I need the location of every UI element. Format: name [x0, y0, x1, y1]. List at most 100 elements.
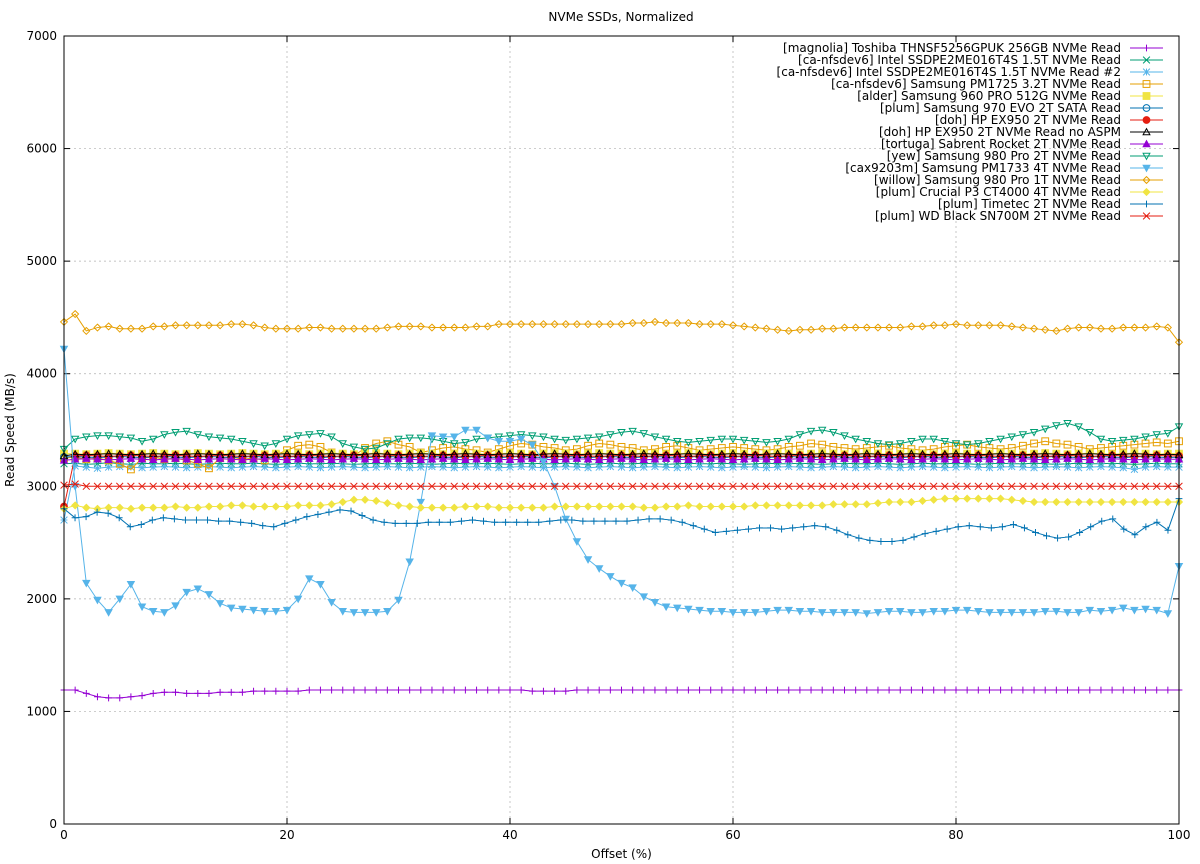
data-point	[494, 503, 503, 512]
data-point	[148, 608, 158, 616]
data-point	[884, 323, 894, 332]
data-point	[316, 501, 325, 510]
data-point	[572, 320, 582, 329]
data-point	[612, 517, 620, 525]
data-point	[929, 495, 938, 504]
data-point	[974, 494, 983, 503]
series-10	[59, 420, 1184, 454]
legend-entry: [doh] HP EX950 2T NVMe Read no ASPM	[879, 125, 1163, 139]
data-point	[137, 603, 147, 612]
data-point	[282, 606, 292, 615]
data-point	[1131, 531, 1139, 539]
data-point	[516, 431, 526, 439]
data-point	[1098, 517, 1106, 525]
data-point	[371, 609, 381, 617]
data-point	[472, 454, 481, 463]
data-point	[550, 435, 559, 444]
data-point	[617, 502, 626, 511]
data-point	[450, 323, 459, 332]
data-point	[528, 432, 537, 441]
data-point	[115, 482, 124, 491]
data-point	[811, 522, 819, 530]
data-point	[1119, 323, 1128, 332]
data-point	[1109, 515, 1117, 523]
data-point	[472, 435, 481, 444]
data-point	[1074, 609, 1083, 617]
data-point	[907, 455, 916, 464]
data-point	[1076, 529, 1084, 536]
data-point	[461, 439, 470, 447]
data-point	[539, 482, 548, 491]
data-point	[424, 518, 432, 526]
y-tick-label: 2000	[26, 592, 57, 606]
data-point	[528, 503, 537, 512]
data-point	[807, 439, 815, 448]
data-point	[249, 462, 258, 471]
data-point	[237, 518, 245, 526]
data-point	[1096, 497, 1106, 507]
data-point	[851, 500, 860, 509]
data-point	[294, 501, 303, 510]
data-point	[590, 517, 598, 525]
data-point	[929, 435, 938, 444]
data-point	[450, 433, 459, 442]
data-point	[394, 482, 403, 491]
data-point	[1010, 521, 1017, 528]
data-point	[1120, 525, 1128, 533]
data-point	[751, 686, 759, 694]
data-point	[762, 501, 771, 510]
data-point	[227, 501, 236, 510]
legend-marker-swatch	[1143, 200, 1150, 208]
data-point	[138, 692, 146, 700]
data-point	[1097, 462, 1105, 471]
data-point	[238, 605, 247, 614]
data-point	[1163, 454, 1173, 463]
data-point	[800, 523, 808, 531]
data-point	[645, 515, 653, 523]
data-point	[349, 443, 359, 452]
data-point	[461, 482, 470, 491]
legend-marker-swatch	[1142, 104, 1151, 112]
data-point	[1063, 497, 1072, 507]
data-point	[728, 321, 738, 330]
data-point	[739, 436, 749, 445]
data-point	[584, 463, 592, 472]
data-point	[862, 438, 872, 446]
data-point	[405, 558, 414, 567]
data-point	[806, 325, 816, 334]
legend-entry: [plum] WD Black SN700M 2T NVMe Read	[875, 209, 1163, 223]
data-point	[1063, 420, 1072, 428]
data-point	[405, 454, 414, 463]
data-point	[148, 455, 158, 464]
data-point	[778, 525, 785, 533]
data-point	[640, 482, 648, 491]
legend-marker-swatch	[1142, 68, 1151, 76]
data-point	[1108, 686, 1116, 694]
data-point	[506, 686, 514, 694]
data-point	[628, 482, 637, 491]
data-point	[1107, 438, 1117, 446]
data-point	[628, 502, 637, 511]
data-point	[1086, 482, 1094, 491]
data-point	[1085, 455, 1095, 464]
data-point	[540, 687, 547, 695]
data-point	[1063, 463, 1072, 471]
data-point	[773, 438, 782, 446]
data-point	[160, 431, 169, 439]
data-point	[1019, 686, 1027, 694]
data-point	[494, 454, 504, 463]
data-point	[885, 482, 893, 491]
data-point	[818, 686, 826, 694]
data-point	[628, 454, 637, 463]
data-point	[204, 433, 214, 442]
data-point	[561, 454, 570, 463]
data-point	[193, 516, 200, 524]
data-point	[986, 686, 993, 694]
data-point	[505, 432, 515, 441]
data-point	[327, 455, 336, 464]
data-point	[204, 502, 214, 511]
data-point	[974, 463, 983, 471]
data-point	[561, 502, 570, 511]
data-point	[327, 433, 336, 442]
data-point	[1029, 497, 1039, 507]
